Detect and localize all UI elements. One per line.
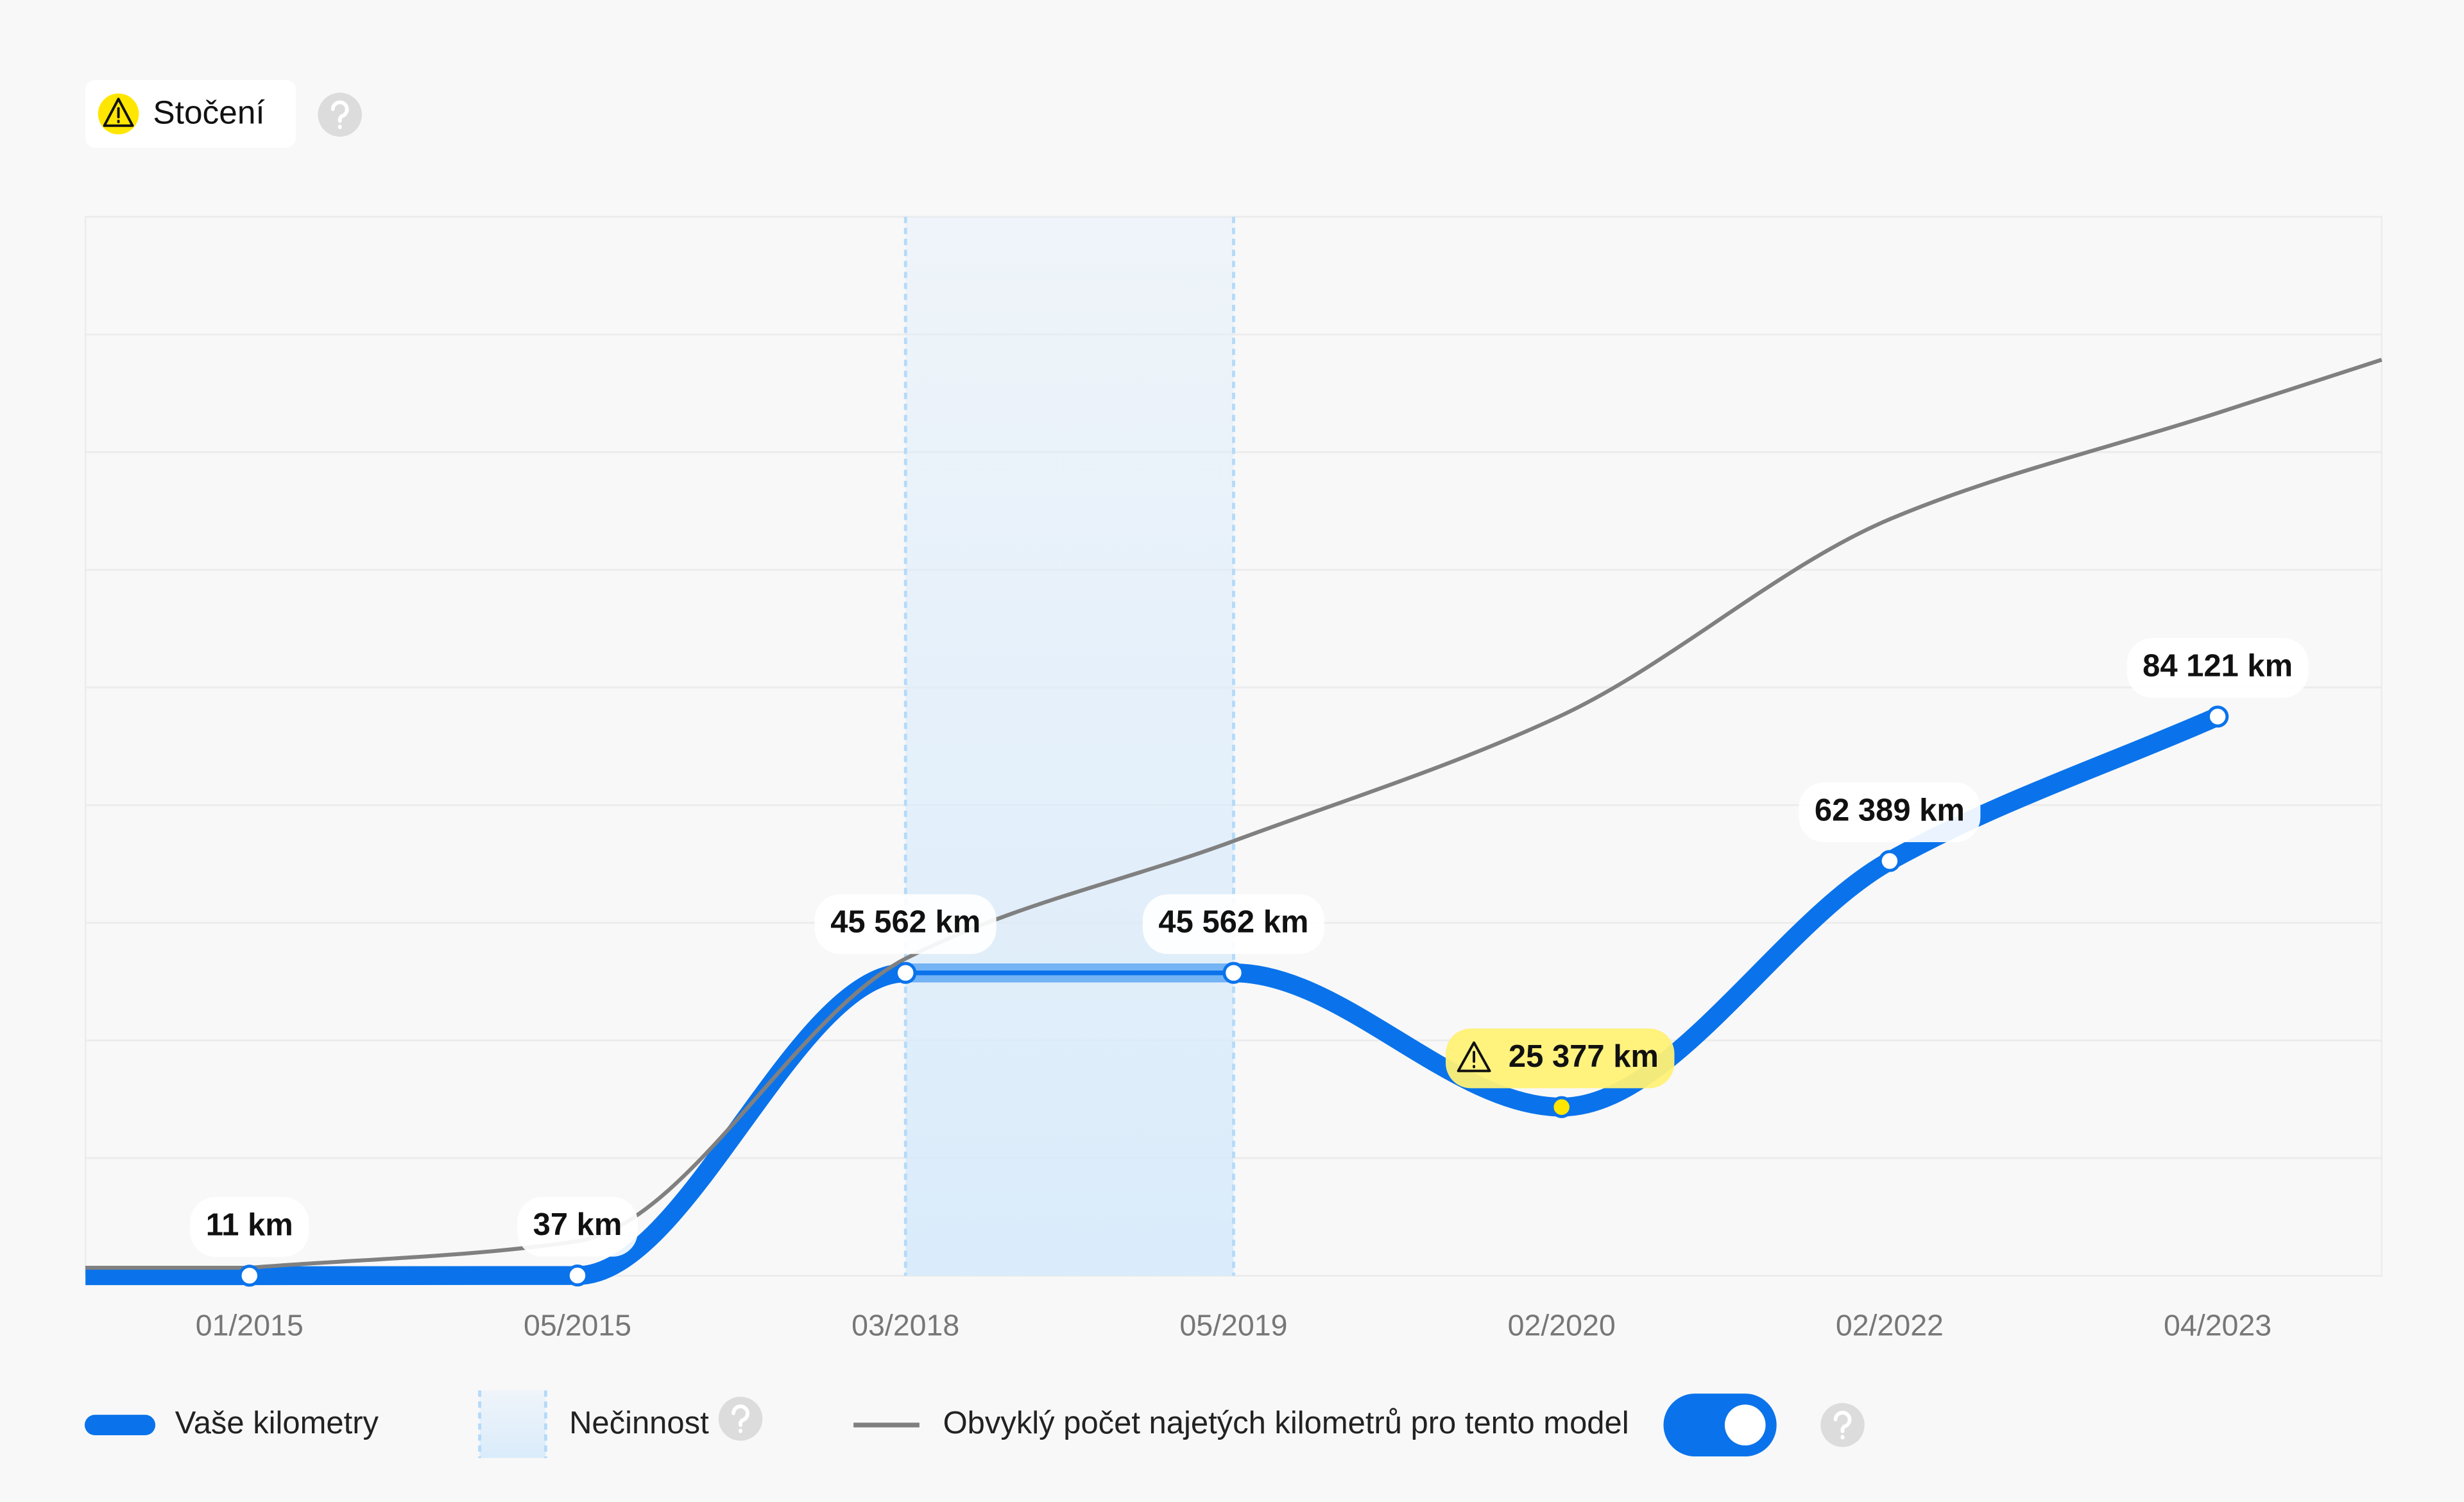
legend-swatch <box>479 1390 546 1458</box>
value-label: 37 km <box>517 1196 638 1257</box>
value-label: 25 377 km <box>1446 1028 1675 1089</box>
point <box>238 1265 261 1287</box>
point <box>894 962 917 984</box>
x-tick-label: 02/2020 <box>1508 1309 1616 1342</box>
value-label-box <box>1142 894 1324 954</box>
legend-label: Nečinnost <box>569 1406 709 1440</box>
point <box>1222 962 1245 984</box>
help-icon[interactable] <box>318 92 362 137</box>
value-label-text: 45 562 km <box>830 905 980 940</box>
alert-point <box>1550 1096 1573 1118</box>
badge-label: Stočení <box>153 93 265 130</box>
value-label-text: 11 km <box>206 1207 293 1242</box>
value-label-text: 45 562 km <box>1158 905 1308 940</box>
value-label-box <box>1799 782 1981 843</box>
x-tick-label: 04/2023 <box>2164 1309 2272 1342</box>
warning-icon <box>1457 1041 1491 1073</box>
value-label-text: 84 121 km <box>2143 648 2293 683</box>
help-glyph <box>1833 1410 1852 1440</box>
value-label-box <box>1446 1028 1675 1089</box>
x-tick-label: 01/2015 <box>196 1309 304 1342</box>
help-circle[interactable] <box>318 92 362 137</box>
badge-box <box>85 80 296 148</box>
x-tick-label: 05/2019 <box>1179 1309 1287 1342</box>
point <box>1878 850 1901 872</box>
help-glyph <box>732 1404 749 1433</box>
help-circle[interactable] <box>718 1397 763 1441</box>
plot: 11 km 37 km 45 562 km 45 562 km 25 377 km 62 … <box>85 216 2383 1342</box>
x-tick-label: 05/2015 <box>524 1309 631 1342</box>
value-label: 45 562 km <box>814 894 997 954</box>
value-label: 62 389 km <box>1799 782 1981 843</box>
value-label-text: 25 377 km <box>1509 1039 1659 1074</box>
legend-label: Obvyklý počet najetých kilometrů pro ten… <box>943 1406 1629 1440</box>
value-label-text: 37 km <box>533 1207 622 1242</box>
value-label: 84 121 km <box>2126 637 2309 698</box>
point <box>2206 705 2229 728</box>
toggle-knob[interactable] <box>1724 1404 1766 1446</box>
help-glyph <box>330 100 349 130</box>
value-label-box <box>190 1197 309 1257</box>
x-tick-label: 02/2022 <box>1836 1309 1944 1342</box>
legend-label: Vaše kilometry <box>175 1406 379 1440</box>
help-icon[interactable] <box>1820 1403 1865 1447</box>
value-label-box <box>814 894 997 954</box>
help-icon[interactable] <box>718 1397 763 1441</box>
warning-icon <box>103 98 134 127</box>
point <box>566 1265 589 1287</box>
help-circle[interactable] <box>1820 1403 1865 1447</box>
x-tick-label: 03/2018 <box>851 1309 959 1342</box>
value-label: 45 562 km <box>1142 894 1324 954</box>
value-label-box <box>2126 637 2309 698</box>
value-label-text: 62 389 km <box>1815 793 1965 827</box>
value-label: 11 km <box>190 1197 309 1257</box>
legend: Vaše kilometry Nečinnost Obvyklý počet naj… <box>84 1390 1865 1458</box>
value-label-box <box>517 1196 638 1257</box>
inactivity-band <box>905 216 1234 1276</box>
toggle[interactable] <box>1663 1394 1777 1457</box>
badge: Stočení <box>85 80 296 148</box>
